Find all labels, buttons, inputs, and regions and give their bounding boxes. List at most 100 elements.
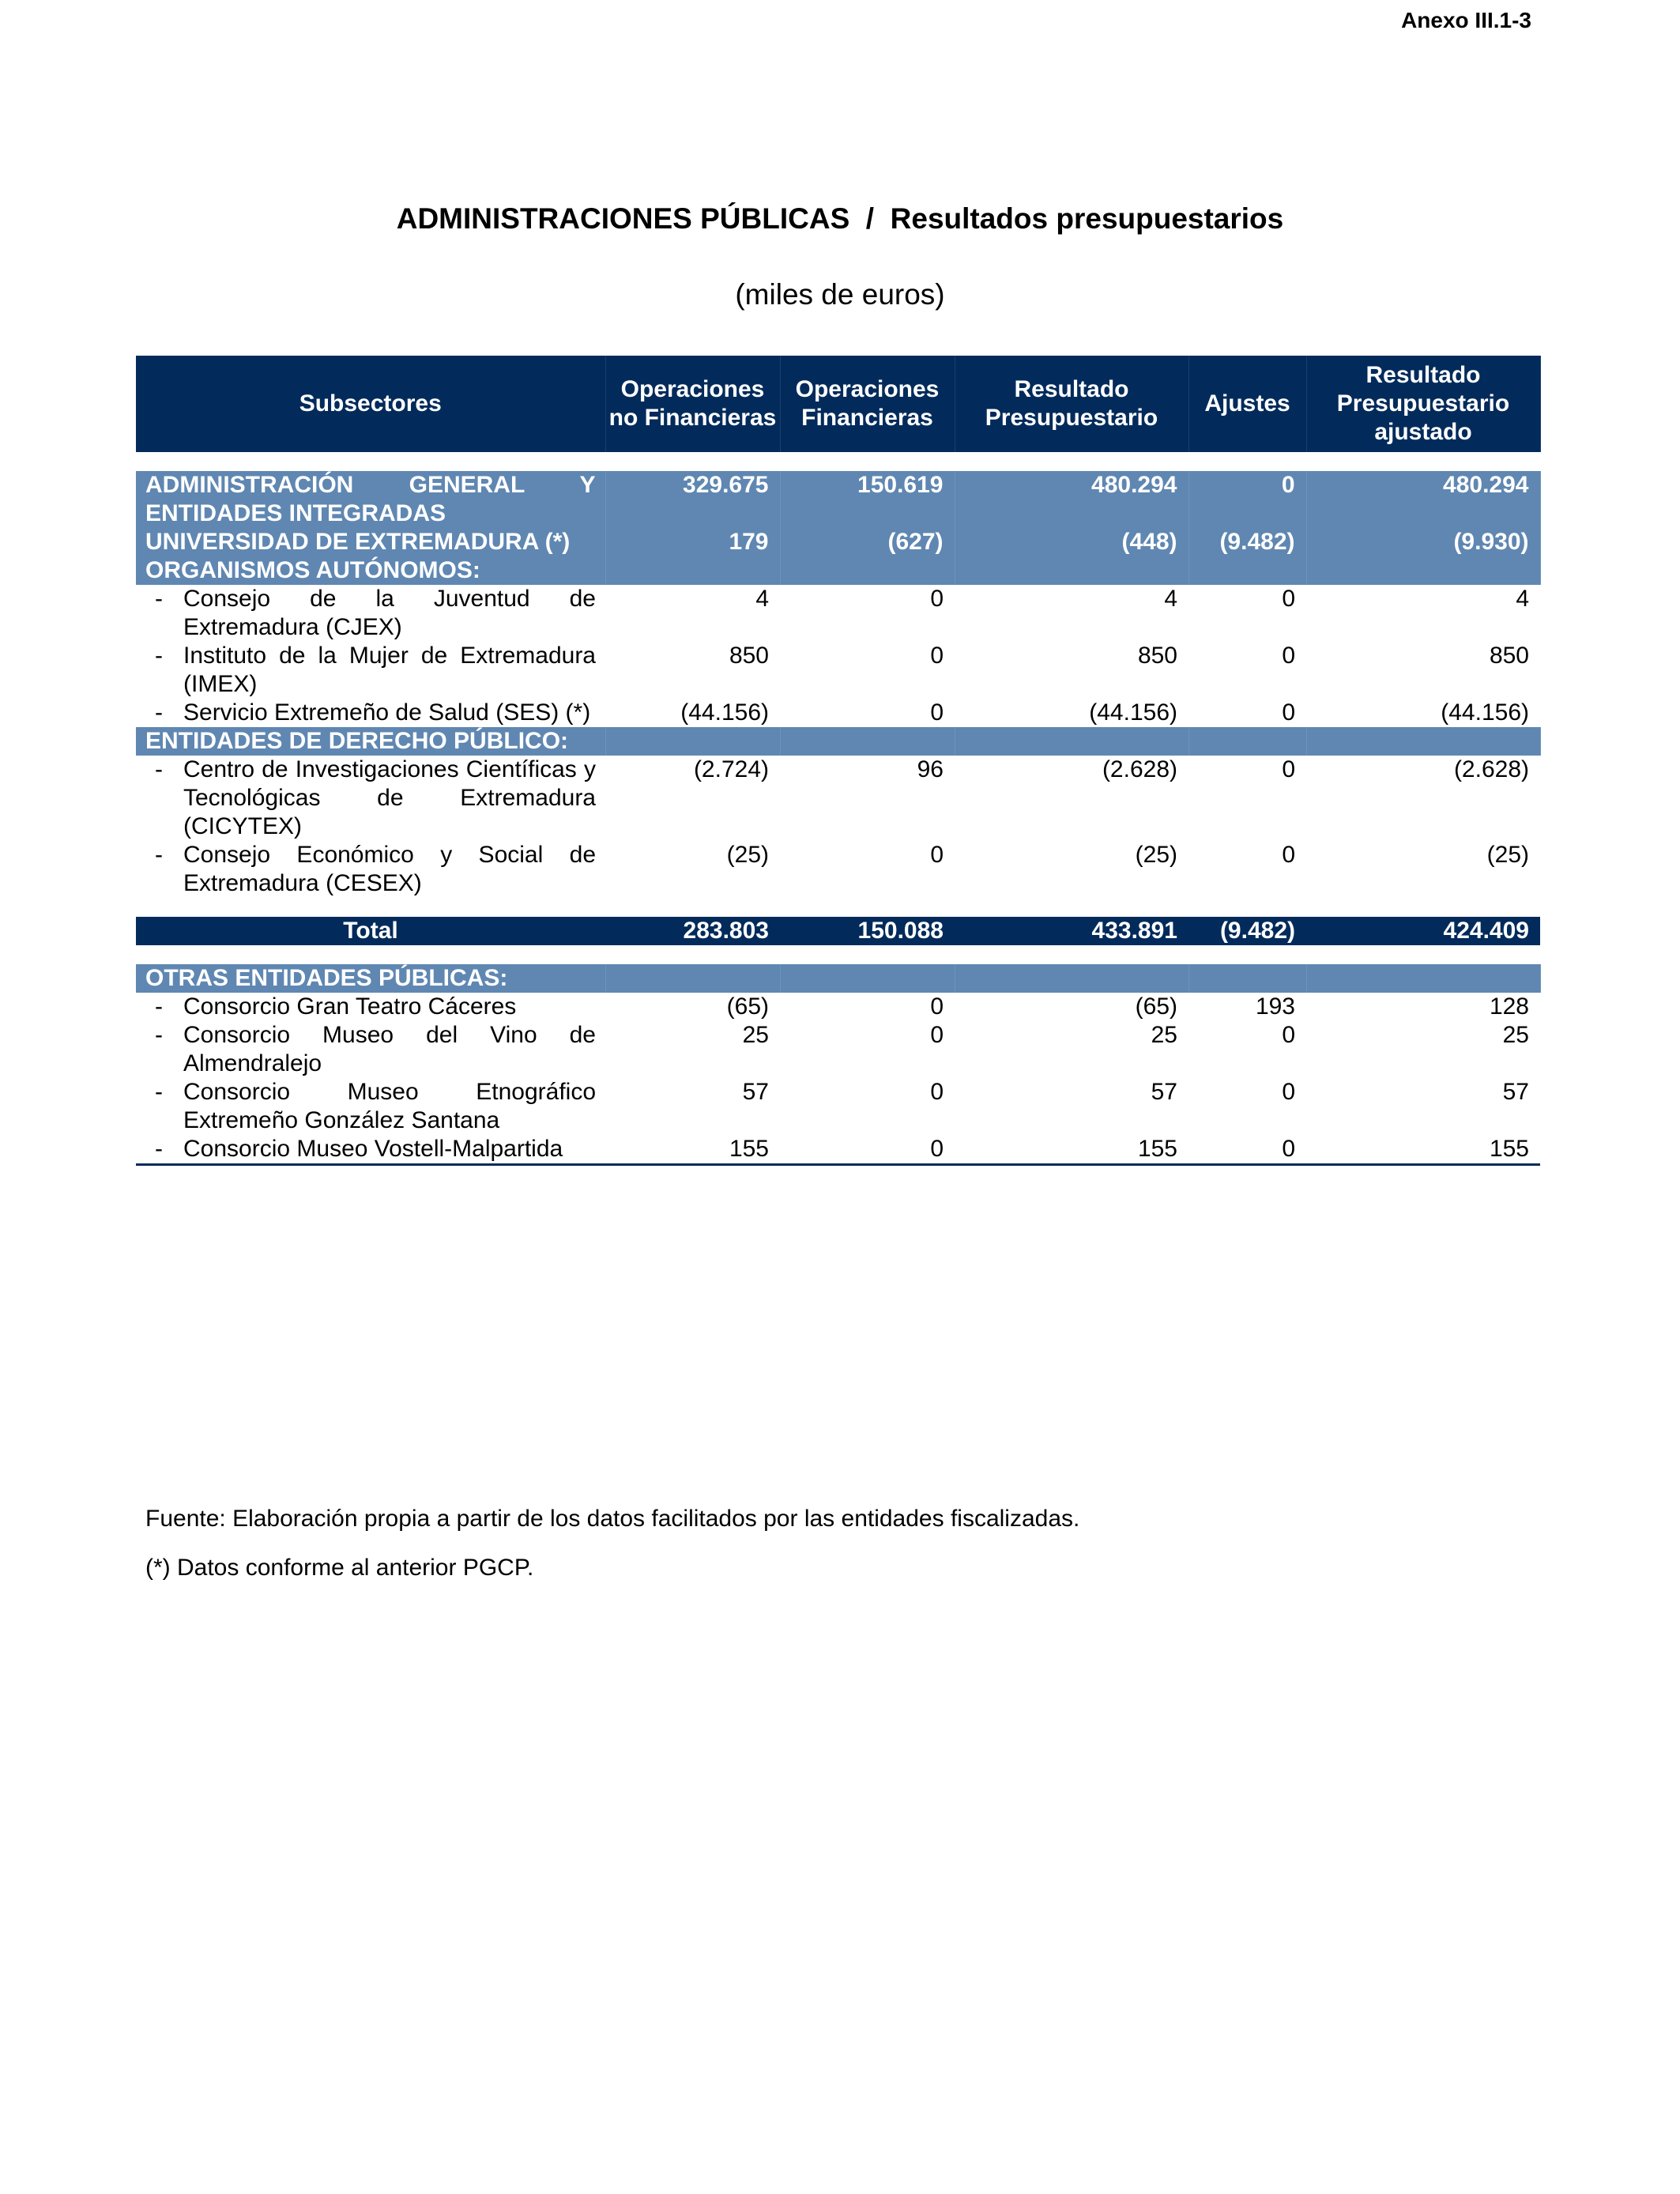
value-cell: (2.628) <box>1453 756 1529 782</box>
value-cell: 193 <box>1255 993 1295 1020</box>
section-row: ORGANISMOS AUTÓNOMOS: <box>136 556 1541 585</box>
value-cell: 57 <box>742 1079 769 1105</box>
empty-cell <box>780 556 955 585</box>
value-cell: 0 <box>930 1079 944 1105</box>
label-text: Centro de Investigaciones Científicas y … <box>183 756 596 839</box>
value-cell: 0 <box>1282 756 1295 782</box>
value-cell: 4 <box>755 586 769 612</box>
empty-cell <box>605 964 781 993</box>
item-label: - Consorcio Museo del Vino de Almendralej… <box>155 1021 596 1078</box>
empty-cell <box>1188 964 1307 993</box>
value-cell: (65) <box>726 993 769 1020</box>
value-cell: 57 <box>1151 1079 1177 1105</box>
empty-cell <box>955 964 1189 993</box>
value-cell: 433.891 <box>955 917 1188 945</box>
section-row: ENTIDADES DE DERECHO PÚBLICO: <box>136 727 1541 756</box>
value-cell: 4 <box>1164 586 1177 612</box>
value-cell: (25) <box>726 842 769 868</box>
item-label: - Centro de Investigaciones Científicas y… <box>155 756 596 841</box>
value-cell: 0 <box>930 842 944 868</box>
value-cell: 480.294 <box>955 471 1189 528</box>
value-cell: 850 <box>729 643 769 669</box>
bullet: - <box>155 1022 163 1048</box>
value-cell: (44.156) <box>1441 699 1529 726</box>
notes: Fuente: Elaboración propia a partir de l… <box>145 1506 1079 1604</box>
item-label: - Consorcio Museo Vostell-Malpartida <box>155 1135 596 1163</box>
item-row: - Consorcio Museo del Vino de Almendralej… <box>136 1021 1540 1078</box>
item-row: - Consorcio Gran Teatro Cáceres (65) 0 (65) 1… <box>136 993 1540 1021</box>
empty-cell <box>1306 556 1541 585</box>
value-cell: 0 <box>1282 842 1295 868</box>
empty-cell <box>1306 964 1541 993</box>
column-header: Ajustes <box>1188 356 1307 452</box>
item-row: - Consejo Económico y Social de Extremadu… <box>136 841 1540 898</box>
label-text: Servicio Extremeño de Salud (SES) (*) <box>183 699 591 726</box>
bullet: - <box>155 586 163 612</box>
value-cell: 0 <box>930 586 944 612</box>
bullet: - <box>155 643 163 669</box>
value-cell: 0 <box>930 699 944 726</box>
value-cell: 850 <box>1489 643 1529 669</box>
row-label: - Consejo Económico y Social de Extremadu… <box>136 841 605 898</box>
empty-cell <box>605 727 781 756</box>
table-body: ADMINISTRACIÓN GENERAL Y ENTIDADES INTEG… <box>136 452 1541 1166</box>
value-cell: (44.156) <box>680 699 769 726</box>
row-label: UNIVERSIDAD DE EXTREMADURA (*) <box>136 528 606 556</box>
value-cell: (25) <box>1486 842 1529 868</box>
row-label: ENTIDADES DE DERECHO PÚBLICO: <box>136 727 606 756</box>
value-cell: (2.724) <box>693 756 769 782</box>
value-cell: 155 <box>605 1135 780 1166</box>
note: (*) Datos conforme al anterior PGCP. <box>145 1555 534 1581</box>
empty-cell <box>1306 727 1541 756</box>
row-label: ORGANISMOS AUTÓNOMOS: <box>136 556 606 585</box>
empty-cell <box>1188 556 1307 585</box>
value-cell: 57 <box>1502 1079 1529 1105</box>
row-label: - Instituto de la Mujer de Extremadura (I… <box>136 642 605 699</box>
section-row: OTRAS ENTIDADES PÚBLICAS: <box>136 964 1541 993</box>
item-label: - Consorcio Gran Teatro Cáceres <box>155 993 596 1021</box>
value-cell: 0 <box>930 1022 944 1048</box>
bullet: - <box>155 756 163 782</box>
item-label: - Consejo Económico y Social de Extremadu… <box>155 841 596 898</box>
bullet: - <box>155 842 163 868</box>
value-cell: 0 <box>930 643 944 669</box>
label-text: Consorcio Museo Vostell-Malpartida <box>183 1136 563 1162</box>
empty-cell <box>955 556 1189 585</box>
value-cell: 424.409 <box>1306 917 1540 945</box>
note: Fuente: Elaboración propia a partir de l… <box>145 1506 1080 1532</box>
column-header: Operaciones no Financieras <box>605 356 781 452</box>
value-cell: 0 <box>1282 643 1295 669</box>
spacer <box>136 945 1540 964</box>
row-label: OTRAS ENTIDADES PÚBLICAS: <box>136 964 606 993</box>
row-label: Total <box>136 917 605 945</box>
header-row: Subsectores Operaciones no Financieras Ope… <box>136 356 1541 452</box>
value-cell: 0 <box>1282 1079 1295 1105</box>
value-cell: (9.930) <box>1306 528 1541 556</box>
value-cell: 0 <box>1188 471 1307 528</box>
spacer-row <box>136 452 1540 471</box>
value-cell: 0 <box>1188 1135 1306 1166</box>
row-label: - Centro de Investigaciones Científicas y… <box>136 756 605 841</box>
item-row: - Servicio Extremeño de Salud (SES) (*) (4… <box>136 699 1540 727</box>
row-label: ADMINISTRACIÓN GENERAL Y ENTIDADES INTEG… <box>136 471 606 528</box>
item-row: - Consorcio Museo Vostell-Malpartida 155 0 1… <box>136 1135 1540 1166</box>
label-text: Consorcio Museo del Vino de Almendralejo <box>183 1022 596 1076</box>
item-label: - Consejo de la Juventud de Extremadura (… <box>155 585 596 642</box>
value-cell: (627) <box>780 528 955 556</box>
results-table: Subsectores Operaciones no Financieras Ope… <box>136 356 1541 1166</box>
value-cell: 329.675 <box>605 471 781 528</box>
section-row: ADMINISTRACIÓN GENERAL Y ENTIDADES INTEG… <box>136 471 1541 528</box>
value-cell: 283.803 <box>605 917 780 945</box>
value-cell: 96 <box>917 756 944 782</box>
value-cell: 0 <box>1282 586 1295 612</box>
value-cell: 0 <box>930 993 944 1020</box>
value-cell: (65) <box>1135 993 1177 1020</box>
value-cell: 128 <box>1489 993 1529 1020</box>
label-text: Consejo de la Juventud de Extremadura (C… <box>183 586 596 640</box>
value-cell: 179 <box>605 528 781 556</box>
value-cell: (9.482) <box>1188 917 1306 945</box>
value-cell: 150.619 <box>780 471 955 528</box>
empty-cell <box>780 964 955 993</box>
value-cell: 0 <box>1282 699 1295 726</box>
